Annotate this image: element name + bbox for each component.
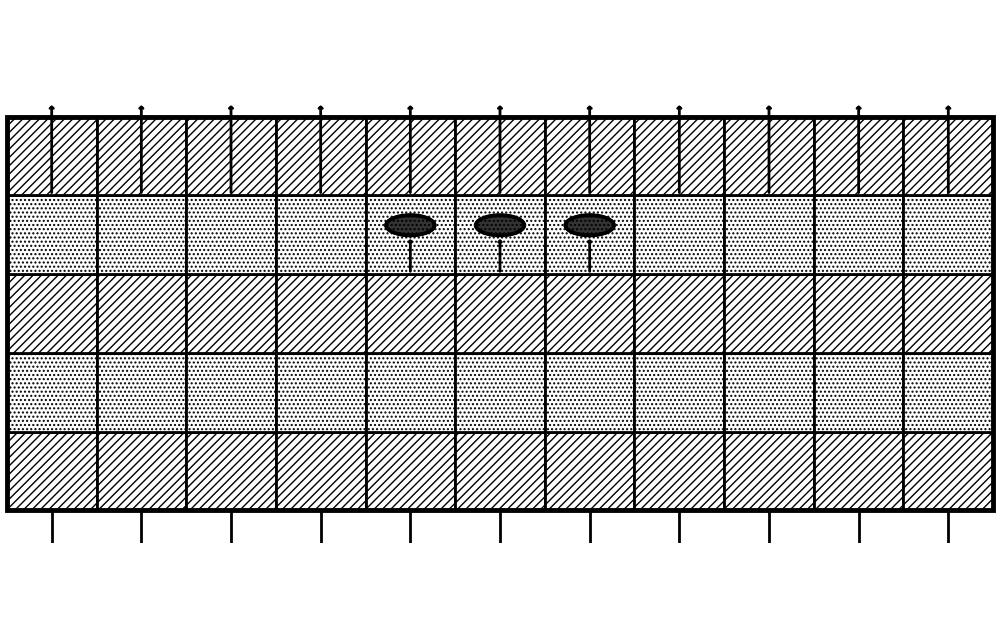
Bar	[634, 195, 724, 274]
Bar	[276, 431, 366, 510]
Bar	[634, 431, 724, 510]
Bar	[366, 431, 455, 510]
Bar	[366, 274, 455, 353]
Bar	[366, 195, 455, 274]
Bar	[903, 195, 993, 274]
Bar	[545, 431, 634, 510]
Bar	[7, 431, 97, 510]
Bar	[276, 274, 366, 353]
Bar	[545, 353, 634, 431]
Bar	[7, 116, 993, 510]
Bar	[7, 116, 97, 195]
Bar	[276, 116, 366, 195]
Bar	[366, 353, 455, 431]
Bar	[903, 274, 993, 353]
Bar	[186, 116, 276, 195]
Bar	[7, 195, 97, 274]
Bar	[455, 116, 545, 195]
Ellipse shape	[386, 216, 434, 235]
Bar	[814, 274, 903, 353]
Bar	[455, 195, 545, 274]
Ellipse shape	[474, 213, 526, 237]
Bar	[186, 353, 276, 431]
Bar	[97, 431, 186, 510]
Bar	[724, 274, 814, 353]
Bar	[455, 431, 545, 510]
Bar	[186, 431, 276, 510]
Bar	[366, 116, 455, 195]
Bar	[97, 353, 186, 431]
Bar	[186, 195, 276, 274]
Bar	[276, 353, 366, 431]
Bar	[814, 195, 903, 274]
Bar	[903, 116, 993, 195]
Bar	[186, 274, 276, 353]
Bar	[724, 195, 814, 274]
Bar	[97, 274, 186, 353]
Bar	[97, 195, 186, 274]
Bar	[634, 116, 724, 195]
Bar	[7, 274, 97, 353]
Bar	[545, 116, 634, 195]
Bar	[276, 195, 366, 274]
Bar	[545, 195, 634, 274]
Ellipse shape	[476, 216, 524, 235]
Ellipse shape	[566, 216, 614, 235]
Ellipse shape	[563, 213, 616, 237]
Bar	[455, 274, 545, 353]
Bar	[903, 353, 993, 431]
Bar	[814, 431, 903, 510]
Ellipse shape	[384, 213, 437, 237]
Bar	[814, 353, 903, 431]
Bar	[545, 274, 634, 353]
Bar	[634, 353, 724, 431]
Bar	[634, 274, 724, 353]
Bar	[455, 353, 545, 431]
Bar	[97, 116, 186, 195]
Bar	[814, 116, 903, 195]
Bar	[903, 431, 993, 510]
Bar	[724, 431, 814, 510]
Bar	[724, 353, 814, 431]
Bar	[724, 116, 814, 195]
Bar	[7, 353, 97, 431]
